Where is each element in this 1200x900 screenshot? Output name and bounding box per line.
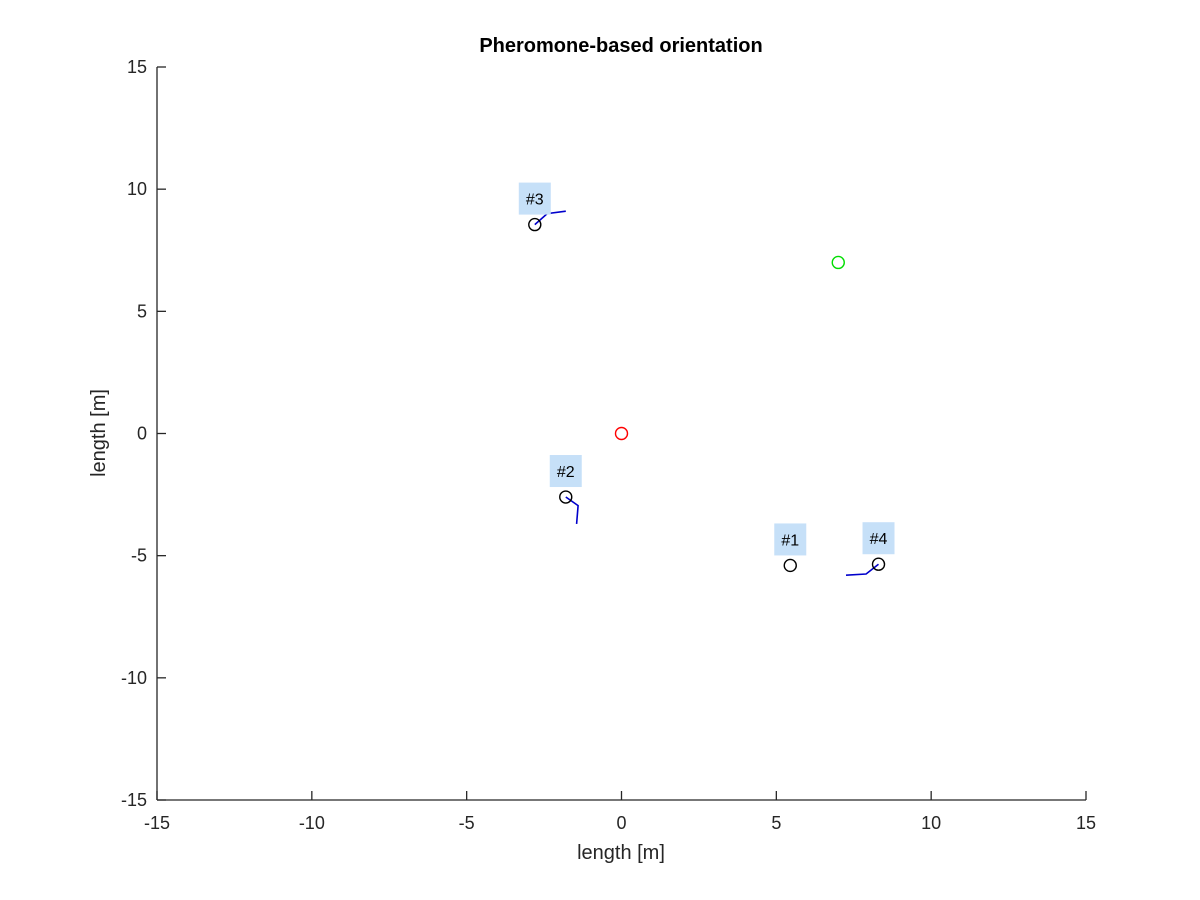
x-tick-label: 5 xyxy=(771,813,781,833)
x-tick-label: -5 xyxy=(459,813,475,833)
agent-label-box xyxy=(549,455,582,488)
agent-label-box xyxy=(518,182,551,215)
agent-label-box xyxy=(774,523,807,556)
goal-marker xyxy=(831,255,845,270)
tick-labels: -15 -10 -5 0 5 10 15 -15 -10 -5 0 5 10 15 xyxy=(121,57,1096,833)
y-tick-label: -15 xyxy=(121,790,147,810)
y-tick-label: -5 xyxy=(131,546,147,566)
agent-label: #4 xyxy=(870,531,888,548)
chart-title: Pheromone-based orientation xyxy=(479,35,762,57)
x-axis-label: length [m] xyxy=(577,842,665,864)
agent-label: #1 xyxy=(781,532,799,549)
x-tick-label: -15 xyxy=(144,813,170,833)
agent-label-box xyxy=(862,522,895,555)
agent-marker xyxy=(783,558,797,573)
x-tick-label: 10 xyxy=(921,813,941,833)
y-tick-label: -10 xyxy=(121,668,147,688)
origin-marker xyxy=(614,426,629,441)
agent-label: #3 xyxy=(526,192,544,209)
x-tick-label: -10 xyxy=(299,813,325,833)
agent-trail xyxy=(565,496,579,524)
axes xyxy=(156,66,1087,801)
agent-2: #2 xyxy=(549,455,582,524)
agent-1: #1 xyxy=(774,523,807,573)
y-tick-label: 5 xyxy=(137,301,147,321)
agent-4: #4 xyxy=(845,522,895,576)
agent-marker xyxy=(528,217,542,232)
agent-label: #2 xyxy=(557,464,575,481)
agent-marker xyxy=(559,490,573,504)
y-tick-label: 15 xyxy=(127,57,147,77)
agent-trail xyxy=(845,563,879,576)
agent-3: #3 xyxy=(518,182,566,232)
y-tick-label: 0 xyxy=(137,424,147,444)
y-tick-label: 10 xyxy=(127,179,147,199)
agent-marker xyxy=(871,557,886,571)
x-tick-label: 0 xyxy=(616,813,626,833)
x-tick-label: 15 xyxy=(1076,813,1096,833)
y-axis-label: length [m] xyxy=(88,389,110,477)
data-marks: #1 #2 #3 #4 xyxy=(518,182,895,576)
